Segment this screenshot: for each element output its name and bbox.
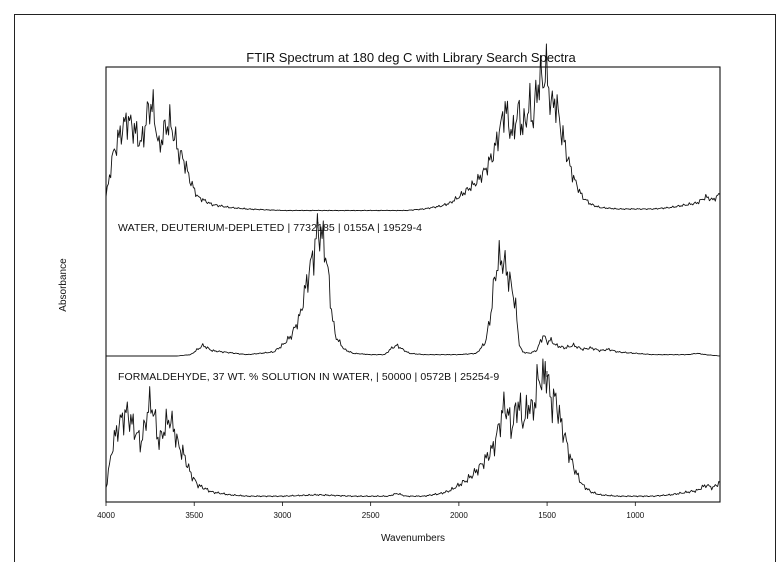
x-tick-label: 3500 xyxy=(185,511,203,520)
x-tick-label: 2000 xyxy=(450,511,468,520)
series-group xyxy=(105,43,721,498)
spectrum-line-3 xyxy=(105,358,721,498)
x-tick-label: 2500 xyxy=(362,511,380,520)
library-match-label-water: WATER, DEUTERIUM-DEPLETED | 7732185 | 01… xyxy=(118,222,422,234)
plot-area-frame xyxy=(105,66,721,503)
x-axis-label: Wavenumbers xyxy=(381,533,445,544)
x-tick-label: 1500 xyxy=(538,511,556,520)
x-tick-label: 1000 xyxy=(626,511,644,520)
figure-frame xyxy=(14,14,776,562)
y-axis-label: Absorbance xyxy=(58,258,69,312)
chart-title: FTIR Spectrum at 180 deg C with Library … xyxy=(246,50,576,65)
x-axis-ticks: 4000 3500 3000 2500 2000 1500 1000 xyxy=(97,502,645,520)
x-tick-label: 3000 xyxy=(274,511,292,520)
spectrum-line-1 xyxy=(105,43,721,212)
spectrum-line-2 xyxy=(106,213,721,357)
x-tick-label: 4000 xyxy=(97,511,115,520)
library-match-label-formaldehyde: FORMALDEHYDE, 37 WT. % SOLUTION IN WATER… xyxy=(118,371,499,383)
